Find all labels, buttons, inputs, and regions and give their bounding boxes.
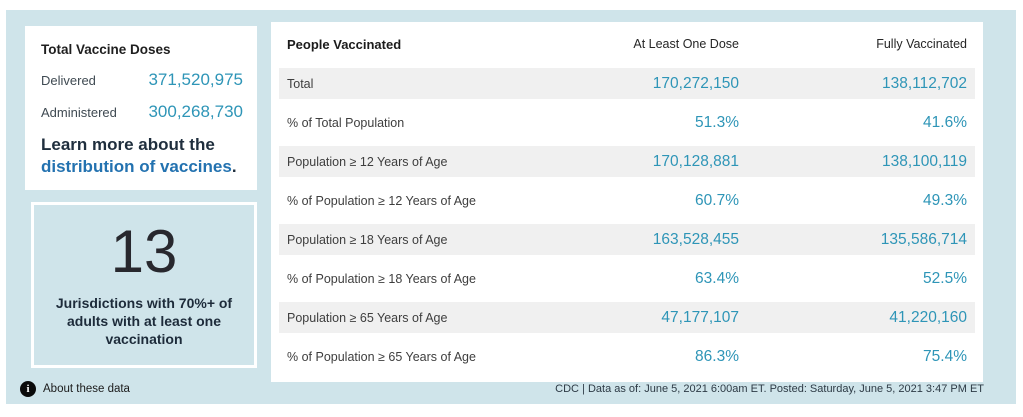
row-value-fully: 41,220,160 (889, 308, 967, 326)
administered-label: Administered (41, 105, 117, 120)
row-value-fully: 49.3% (923, 191, 967, 209)
people-vaccinated-table: People Vaccinated At Least One Dose Full… (271, 22, 983, 382)
table-row: Population ≥ 12 Years of Age 170,128,881… (279, 142, 975, 181)
delivered-row: Delivered 371,520,975 (41, 70, 243, 90)
table-row: Population ≥ 18 Years of Age 163,528,455… (279, 220, 975, 259)
row-label: Total (287, 76, 314, 91)
row-value-one-dose: 51.3% (695, 113, 739, 131)
row-label: % of Population ≥ 65 Years of Age (287, 349, 476, 364)
row-label: Population ≥ 18 Years of Age (287, 232, 448, 247)
table-row: % of Population ≥ 65 Years of Age 86.3% … (279, 337, 975, 376)
jurisdictions-count: 13 (110, 217, 178, 285)
row-label: % of Population ≥ 12 Years of Age (287, 193, 476, 208)
row-value-one-dose: 47,177,107 (661, 308, 739, 326)
row-value-one-dose: 170,128,881 (652, 152, 739, 170)
administered-row: Administered 300,268,730 (41, 102, 243, 122)
row-value-fully: 135,586,714 (880, 230, 967, 248)
about-these-data-label: About these data (43, 383, 130, 395)
row-value-one-dose: 63.4% (695, 269, 739, 287)
delivered-value: 371,520,975 (148, 70, 243, 89)
table-title: People Vaccinated (287, 36, 402, 52)
learn-more-prefix: Learn more about the (41, 135, 215, 154)
learn-more-suffix: . (231, 156, 237, 176)
row-value-fully: 41.6% (923, 113, 967, 131)
delivered-label: Delivered (41, 73, 96, 88)
info-icon: i (20, 381, 36, 397)
column-header-one-dose: At Least One Dose (633, 37, 739, 51)
row-value-fully: 138,112,702 (881, 74, 967, 92)
about-these-data-link[interactable]: i About these data (20, 381, 130, 397)
total-doses-title: Total Vaccine Doses (41, 42, 171, 57)
jurisdictions-caption: Jurisdictions with 70%+ of adults with a… (55, 294, 233, 348)
row-label: % of Population ≥ 18 Years of Age (287, 271, 476, 286)
table-row: % of Population ≥ 18 Years of Age 63.4% … (279, 259, 975, 298)
row-value-one-dose: 163,528,455 (652, 230, 739, 248)
administered-value: 300,268,730 (148, 102, 243, 121)
vaccination-tracker-panel: Total Vaccine Doses Delivered 371,520,97… (6, 10, 1016, 404)
table-row: % of Total Population 51.3% 41.6% (279, 103, 975, 142)
distribution-of-vaccines-link[interactable]: distribution of vaccines (41, 156, 232, 176)
row-value-fully: 52.5% (923, 269, 967, 287)
row-label: Population ≥ 65 Years of Age (287, 310, 448, 325)
table-row: Total 170,272,150 138,112,702 (279, 64, 975, 103)
data-source-text: CDC | Data as of: June 5, 2021 6:00am ET… (555, 383, 984, 395)
row-value-fully: 75.4% (923, 347, 967, 365)
row-value-one-dose: 60.7% (695, 191, 739, 209)
learn-more-text: Learn more about the distribution of vac… (41, 134, 243, 178)
total-doses-card: Total Vaccine Doses Delivered 371,520,97… (25, 26, 257, 190)
table-row: Population ≥ 65 Years of Age 47,177,107 … (279, 298, 975, 337)
row-label: % of Total Population (287, 115, 405, 130)
row-label: Population ≥ 12 Years of Age (287, 154, 448, 169)
row-value-fully: 138,100,119 (881, 152, 967, 170)
table-header-row: People Vaccinated At Least One Dose Full… (279, 24, 975, 64)
jurisdictions-card: 13 Jurisdictions with 70%+ of adults wit… (31, 202, 257, 368)
row-value-one-dose: 170,272,150 (652, 74, 739, 92)
table-row: % of Population ≥ 12 Years of Age 60.7% … (279, 181, 975, 220)
row-value-one-dose: 86.3% (695, 347, 739, 365)
column-header-fully-vaccinated: Fully Vaccinated (876, 37, 967, 51)
